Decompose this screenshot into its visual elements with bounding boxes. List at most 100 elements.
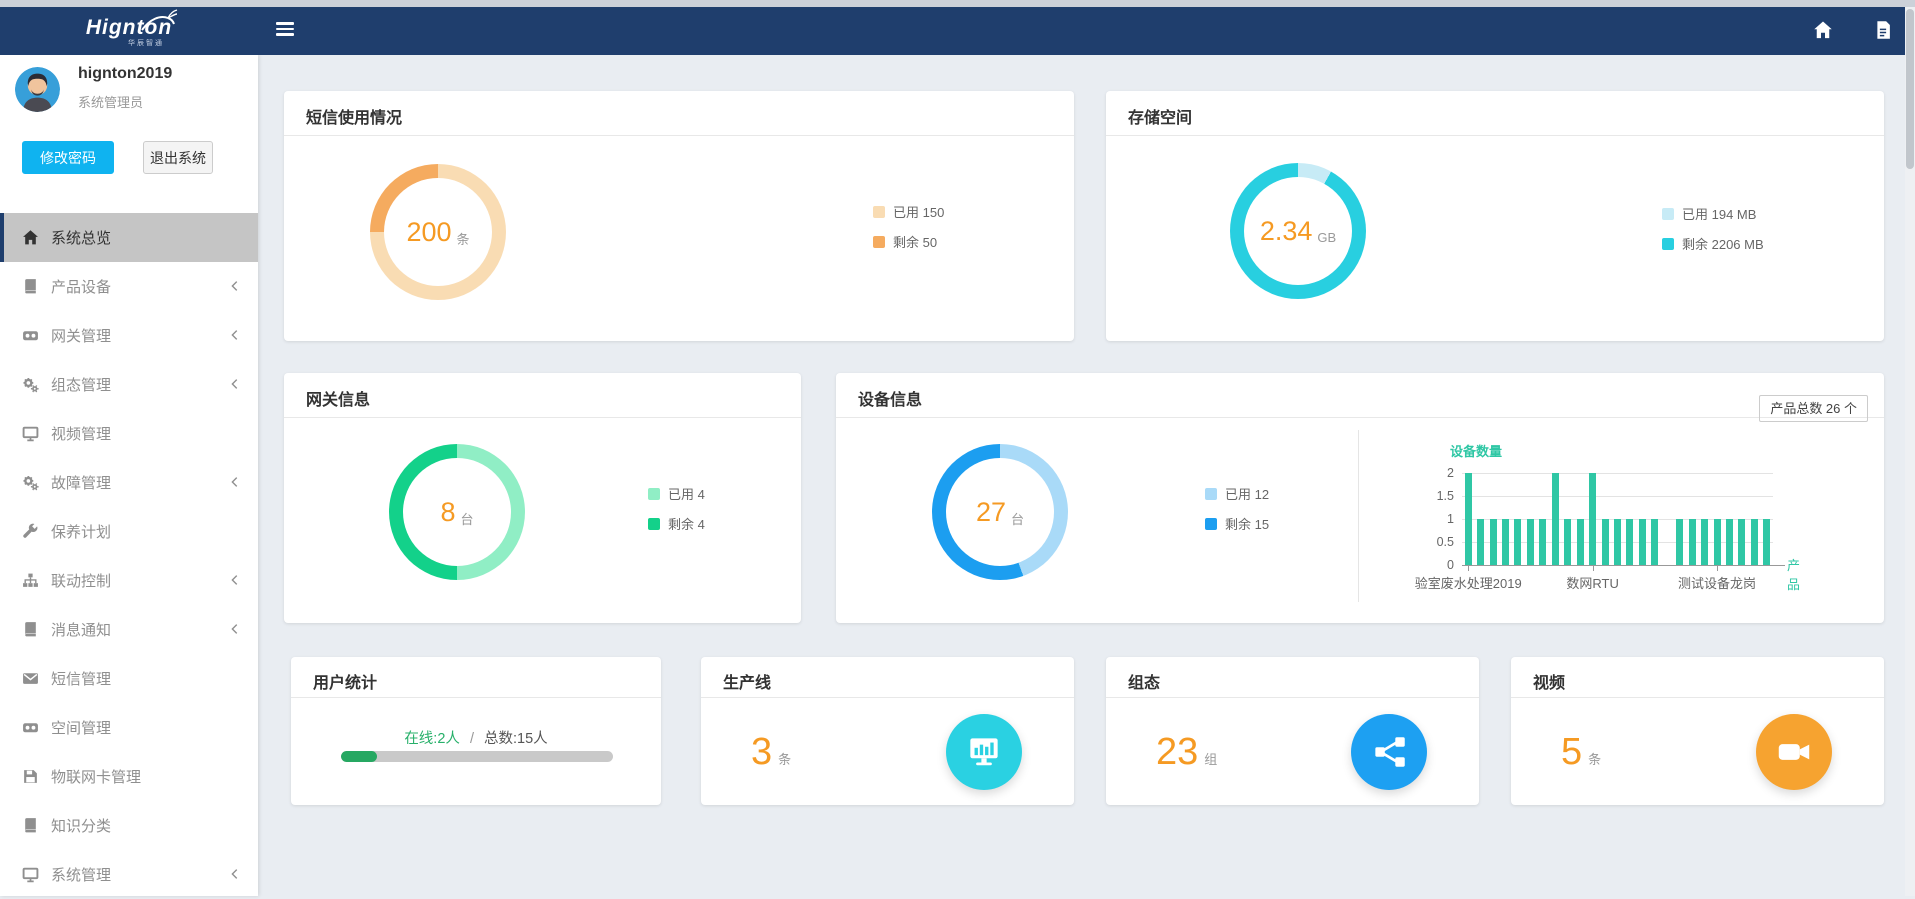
hamburger-menu-icon[interactable] <box>276 22 296 38</box>
sidebar-item-label: 视频管理 <box>51 426 112 443</box>
chart-bar <box>1750 519 1758 565</box>
storage-total-value: 2.34 <box>1259 215 1313 246</box>
chart-bar <box>1638 519 1646 565</box>
chevron-left-icon <box>228 573 242 587</box>
gateway-total-value: 8 <box>440 496 456 527</box>
production-count: 3 <box>751 730 773 773</box>
legend-item: 剩余 50 <box>873 232 944 251</box>
book-icon <box>22 817 39 834</box>
sidebar-item-knowledge-category[interactable]: 知识分类 <box>0 801 258 850</box>
chart-x-tick-mark <box>1717 566 1719 571</box>
chart-bar <box>1551 473 1559 565</box>
sidebar-menu: 系统总览产品设备网关管理组态管理视频管理故障管理 保养计划 联动控制消息通知短信管理… <box>0 213 258 899</box>
gateway-legend: 已用 4 剩余 4 <box>648 484 705 544</box>
card-title-device: 产品总数 26 个 设备信息 <box>836 373 1884 422</box>
chart-bar <box>1701 519 1709 565</box>
chart-y-tick-label: 2 <box>1447 466 1454 480</box>
gateway-info-card: 网关信息 8 台 已用 4 剩余 4 <box>284 373 801 623</box>
sidebar-item-maintenance-plan[interactable]: 保养计划 <box>0 507 258 556</box>
card-title-storage: 存储空间 <box>1106 91 1884 136</box>
sidebar-item-label: 消息通知 <box>51 622 112 639</box>
sidebar-item-sms-management[interactable]: 短信管理 <box>0 654 258 703</box>
chart-gridline <box>1462 496 1773 497</box>
chart-bar <box>1502 519 1510 565</box>
chart-bar <box>1676 519 1684 565</box>
sitemap-flow-icon <box>1351 714 1427 790</box>
online-total-text: 在线:2人 / 总数:15人 <box>404 731 548 747</box>
chart-bar <box>1651 519 1659 565</box>
sidebar: hignton2019 系统管理员 修改密码 退出系统 系统总览 产品设备 网关管理… <box>0 55 258 896</box>
legend-swatch <box>648 487 660 500</box>
home-icon <box>22 229 39 246</box>
chart-bar <box>1738 519 1746 565</box>
production-line-card: 生产线 3 条 <box>701 657 1074 805</box>
chart-bar <box>1477 519 1485 565</box>
logout-button[interactable]: 退出系统 <box>143 141 213 174</box>
chart-x-tick-label: 数网RTU <box>1566 576 1619 591</box>
book-icon <box>22 278 39 295</box>
sms-legend: 已用 150 剩余 50 <box>873 202 944 262</box>
sidebar-item-label: 产品设备 <box>51 279 112 296</box>
sidebar-item-message-notification[interactable]: 消息通知 <box>0 605 258 654</box>
sidebar-item-linkage-control[interactable]: 联动控制 <box>0 556 258 605</box>
chevron-left-icon <box>228 377 242 391</box>
brand-logo: Hignton 华辰智通 <box>0 7 258 55</box>
sms-total-unit: 条 <box>456 231 470 247</box>
video-card: 视频 5 条 <box>1511 657 1884 805</box>
sidebar-item-label: 组态管理 <box>51 377 112 394</box>
sidebar-item-iot-card-management[interactable]: 物联网卡管理 <box>0 752 258 801</box>
video-unit: 条 <box>1588 751 1602 767</box>
sidebar-item-product-device[interactable]: 产品设备 <box>0 262 258 311</box>
sidebar-item-space-management[interactable]: 空间管理 <box>0 703 258 752</box>
chart-y-tick-label: 1 <box>1447 512 1454 526</box>
binoculars-icon <box>22 327 39 344</box>
device-legend: 已用 12 剩余 15 <box>1205 484 1269 544</box>
chart-bar <box>1589 473 1597 565</box>
topbar: Hignton 华辰智通 <box>0 7 1915 55</box>
binoculars-icon <box>22 719 39 736</box>
sidebar-item-system-management[interactable]: 系统管理 <box>0 850 258 899</box>
chart-bar <box>1725 519 1733 565</box>
browser-top-strip <box>0 0 1915 7</box>
sidebar-item-config-management[interactable]: 组态管理 <box>0 360 258 409</box>
legend-swatch <box>648 517 660 530</box>
online-count: 在线:2人 <box>404 731 460 747</box>
change-password-button[interactable]: 修改密码 <box>22 141 114 174</box>
chart-x-axis-title: 产品 <box>1787 558 1801 592</box>
home-icon[interactable] <box>1813 20 1833 40</box>
chart-bar <box>1539 519 1547 565</box>
online-users-progressbar <box>341 751 613 762</box>
card-title-gateway: 网关信息 <box>284 373 801 418</box>
storage-card: 存储空间 2.34 GB 已用 194 MB 剩余 2206 MB <box>1106 91 1884 341</box>
legend-swatch <box>1662 237 1674 250</box>
chart-y-tick-label: 0 <box>1447 558 1454 572</box>
chart-y-tick-label: 0.5 <box>1436 535 1454 549</box>
storage-donut-chart: 2.34 GB <box>1230 163 1366 299</box>
production-unit: 条 <box>778 751 792 767</box>
storage-legend: 已用 194 MB 剩余 2206 MB <box>1662 204 1764 264</box>
wrench-icon <box>22 523 39 540</box>
sidebar-item-overview[interactable]: 系统总览 <box>0 213 258 262</box>
legend-item: 已用 150 <box>873 202 944 221</box>
card-title-config: 组态 <box>1106 657 1479 698</box>
envelope-icon <box>22 670 39 687</box>
device-count-bar-chart: 设备数量 产品 0 0.5 1 1.5 2 验室废水处理2019 数网RTU 测试设备龙岗 <box>1415 444 1800 592</box>
config-unit: 组 <box>1204 751 1218 767</box>
sidebar-item-video-management[interactable]: 视频管理 <box>0 409 258 458</box>
sidebar-item-gateway-management[interactable]: 网关管理 <box>0 311 258 360</box>
storage-total-unit: GB <box>1317 229 1337 245</box>
chart-bar <box>1763 519 1771 565</box>
chart-x-tick-mark <box>1468 566 1470 571</box>
scrollbar[interactable] <box>1905 7 1915 896</box>
user-role: 系统管理员 <box>78 95 144 110</box>
chart-bar <box>1514 519 1522 565</box>
gateway-total-unit: 台 <box>460 511 474 527</box>
sidebar-item-label: 空间管理 <box>51 720 112 737</box>
chart-x-tick-label: 验室废水处理2019 <box>1414 576 1522 591</box>
sms-total-value: 200 <box>406 216 452 247</box>
monitor-icon <box>22 866 39 883</box>
document-icon[interactable] <box>1873 20 1893 40</box>
legend-item: 已用 12 <box>1205 484 1269 503</box>
scrollbar-thumb[interactable] <box>1906 9 1914 169</box>
sidebar-item-fault-management[interactable]: 故障管理 <box>0 458 258 507</box>
